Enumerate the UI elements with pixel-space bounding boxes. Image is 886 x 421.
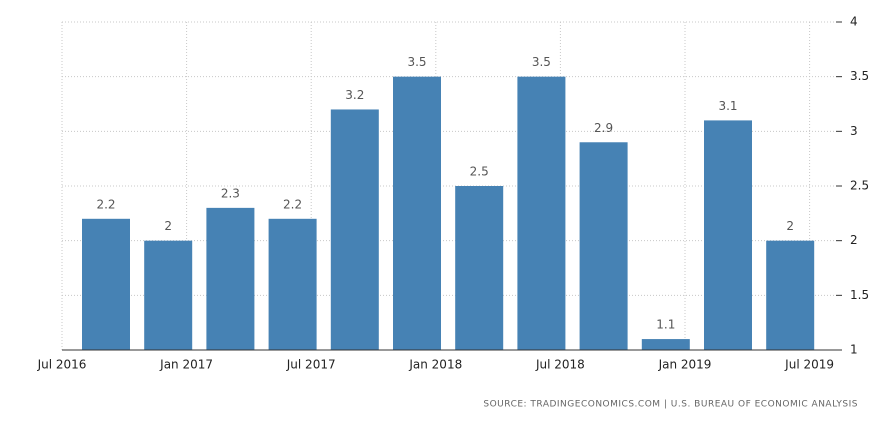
bar <box>766 240 815 350</box>
y-tick-label: 1.5 <box>850 288 869 302</box>
value-label: 2.2 <box>96 197 115 211</box>
bar <box>144 240 193 350</box>
bar <box>641 339 690 350</box>
bar <box>393 76 441 351</box>
bar <box>579 142 628 350</box>
y-tick-label: 4 <box>850 15 858 29</box>
bar <box>517 76 566 351</box>
value-label: 2.2 <box>283 197 302 211</box>
y-tick-label: 1 <box>850 343 858 357</box>
y-tick-label: 2 <box>850 233 858 247</box>
value-label: 1.1 <box>656 318 675 332</box>
y-tick-label: 2.5 <box>850 179 869 193</box>
bar <box>82 218 130 350</box>
bar <box>330 109 379 350</box>
bar <box>268 218 317 350</box>
value-label: 2 <box>786 219 794 233</box>
source: SOURCE: TRADINGECONOMICS.COM | U.S. BURE… <box>483 400 858 410</box>
x-tick-label: Jul 2016 <box>37 358 87 372</box>
y-tick-label: 3 <box>850 124 858 138</box>
value-label: 2.3 <box>221 186 240 200</box>
x-tick-label: Jul 2019 <box>784 358 834 372</box>
value-label: 2 <box>164 219 172 233</box>
y-tick-label: 3.5 <box>850 69 869 83</box>
bar <box>704 120 752 351</box>
x-tick-label: Jan 2019 <box>658 358 712 372</box>
x-tick-label: Jan 2017 <box>159 358 213 372</box>
bar <box>206 207 255 350</box>
value-label: 2.5 <box>470 165 489 179</box>
value-label: 3.5 <box>407 55 426 69</box>
value-label: 2.9 <box>594 121 613 135</box>
bar <box>455 186 504 350</box>
value-label: 3.2 <box>345 88 364 102</box>
value-label: 3.1 <box>718 99 737 113</box>
x-tick-label: Jul 2018 <box>535 358 585 372</box>
x-tick-label: Jul 2017 <box>286 358 336 372</box>
x-tick-label: Jan 2018 <box>408 358 462 372</box>
value-label: 3.5 <box>532 55 551 69</box>
